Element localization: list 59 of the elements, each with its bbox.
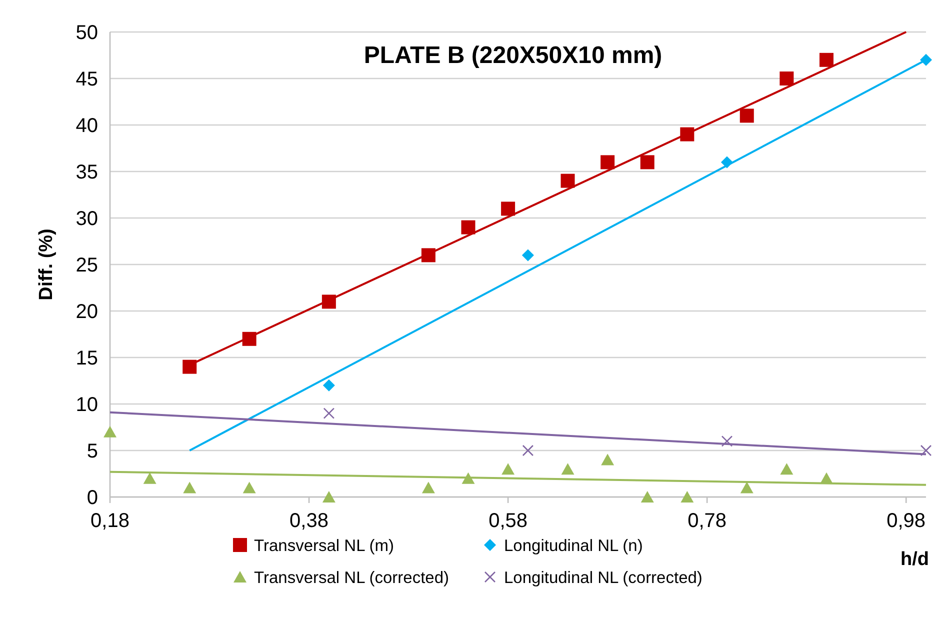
point — [242, 332, 256, 346]
point — [322, 294, 336, 309]
legend-label: Transversal NL (m) — [254, 537, 394, 555]
point — [740, 108, 754, 123]
y-tick-label: 10 — [76, 394, 98, 416]
x-tick-label: 0,98 — [886, 510, 926, 532]
y-tick-label: 30 — [76, 208, 98, 230]
point — [422, 482, 435, 494]
point — [323, 408, 335, 419]
x-tick-label: 0,38 — [290, 510, 328, 532]
point — [522, 444, 534, 456]
point — [462, 472, 475, 484]
point — [183, 482, 196, 494]
point — [322, 379, 335, 392]
point — [560, 174, 575, 188]
point — [720, 156, 733, 168]
point — [721, 436, 733, 447]
y-tick-label: 20 — [76, 301, 98, 323]
y-tick-label: 5 — [86, 440, 98, 462]
point — [680, 491, 694, 502]
x-axis-title: h/d — [900, 549, 929, 570]
chart-title: PLATE B (220X50X10 mm) — [364, 42, 662, 69]
point — [920, 444, 932, 456]
point — [461, 220, 476, 234]
point — [820, 472, 833, 484]
point — [780, 72, 794, 86]
x-tick-label: 0,58 — [488, 510, 528, 532]
point — [561, 463, 574, 475]
point — [182, 360, 197, 374]
legend-label: Transversal NL (corrected) — [254, 569, 449, 587]
point — [640, 155, 654, 170]
point — [601, 454, 614, 466]
point — [143, 472, 156, 484]
legend-label: Longitudinal NL (corrected) — [504, 569, 702, 587]
y-tick-label: 50 — [76, 22, 98, 44]
point — [780, 463, 794, 475]
point — [740, 482, 754, 494]
y-axis-title: Diff. (%) — [36, 228, 57, 300]
point — [522, 249, 534, 262]
y-tick-label: 15 — [76, 348, 98, 370]
point — [819, 52, 834, 67]
y-tick-label: 45 — [76, 68, 98, 90]
point — [242, 482, 256, 494]
point — [322, 491, 336, 502]
point — [680, 127, 694, 142]
point — [502, 463, 515, 475]
point — [421, 248, 436, 262]
point — [640, 491, 654, 502]
y-tick-label: 40 — [76, 115, 98, 137]
point — [501, 202, 516, 216]
point — [600, 155, 615, 170]
x-tick-label: 0,18 — [90, 510, 130, 532]
y-tick-label: 25 — [76, 254, 98, 276]
y-tick-label: 35 — [76, 162, 98, 184]
point — [104, 426, 116, 438]
point — [920, 54, 932, 66]
legend-label: Longitudinal NL (n) — [504, 537, 643, 555]
y-tick-label: 0 — [86, 487, 98, 509]
x-tick-label: 0,78 — [688, 510, 727, 532]
